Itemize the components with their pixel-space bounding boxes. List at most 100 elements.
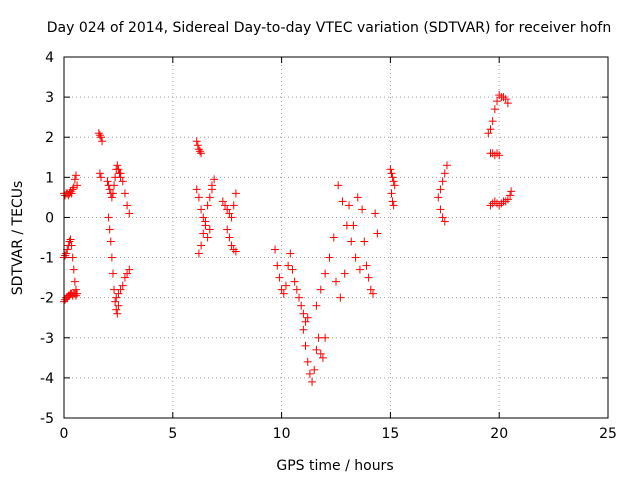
data-point <box>118 177 127 186</box>
data-point <box>197 205 206 214</box>
data-point <box>325 253 334 262</box>
data-point <box>96 173 105 182</box>
data-point <box>63 245 72 254</box>
data-point <box>197 241 206 250</box>
y-tick-label: -2 <box>40 291 54 307</box>
data-point <box>312 345 321 354</box>
data-point <box>438 177 447 186</box>
data-point <box>495 201 504 210</box>
data-point <box>199 213 208 222</box>
data-point <box>387 169 396 178</box>
data-point <box>107 253 116 262</box>
data-point <box>297 301 306 310</box>
data-point <box>69 183 78 192</box>
data-point <box>66 235 75 244</box>
data-point <box>94 129 103 138</box>
data-point <box>65 237 74 246</box>
data-point <box>229 245 238 254</box>
data-point <box>353 193 362 202</box>
data-point <box>114 165 123 174</box>
data-point <box>373 229 382 238</box>
data-point <box>113 161 122 170</box>
x-tick-label: 15 <box>381 426 399 442</box>
data-point <box>321 333 330 342</box>
data-point <box>303 313 312 322</box>
data-point <box>68 185 77 194</box>
data-point <box>64 191 73 200</box>
data-point <box>221 201 230 210</box>
data-point <box>69 265 78 274</box>
data-point <box>104 213 113 222</box>
data-point <box>388 173 397 182</box>
data-points <box>60 91 516 386</box>
data-point <box>95 131 104 140</box>
data-point <box>442 161 451 170</box>
data-point <box>316 349 325 358</box>
data-point <box>271 245 280 254</box>
data-point <box>501 95 510 104</box>
x-tick-label: 25 <box>599 426 617 442</box>
data-point <box>120 273 129 282</box>
data-point <box>318 353 327 362</box>
data-point <box>105 225 114 234</box>
y-tick-label: -3 <box>40 331 54 347</box>
data-point <box>440 169 449 178</box>
data-point <box>123 201 132 210</box>
data-point <box>231 247 240 256</box>
data-point <box>308 377 317 386</box>
data-point <box>312 301 321 310</box>
data-point <box>436 205 445 214</box>
data-point <box>486 125 495 134</box>
data-point <box>118 281 127 290</box>
data-point <box>106 237 115 246</box>
data-point <box>347 237 356 246</box>
data-point <box>506 191 515 200</box>
data-point <box>112 305 121 314</box>
data-point <box>201 217 210 226</box>
data-point <box>105 185 114 194</box>
data-point <box>205 225 214 234</box>
data-point <box>329 233 338 242</box>
data-point <box>368 289 377 298</box>
data-point <box>108 269 117 278</box>
data-point <box>192 185 201 194</box>
data-point <box>388 197 397 206</box>
data-point <box>299 325 308 334</box>
data-point <box>507 187 516 196</box>
data-point <box>488 117 497 126</box>
data-point <box>299 309 308 318</box>
data-point <box>305 369 314 378</box>
data-point <box>123 269 132 278</box>
data-point <box>194 193 203 202</box>
data-point <box>493 97 502 106</box>
data-point <box>225 209 234 218</box>
data-point <box>301 341 310 350</box>
data-point <box>98 137 107 146</box>
data-point <box>295 293 304 302</box>
data-point <box>111 297 120 306</box>
y-tick-label: -1 <box>40 251 54 267</box>
data-point <box>371 209 380 218</box>
data-point <box>389 177 398 186</box>
data-point <box>495 91 504 100</box>
data-point <box>114 289 123 298</box>
data-point <box>125 209 134 218</box>
data-point <box>108 189 117 198</box>
data-point <box>364 273 373 282</box>
data-point <box>210 175 219 184</box>
y-tick-label: -4 <box>40 371 54 387</box>
data-point <box>386 165 395 174</box>
data-point <box>113 309 122 318</box>
data-point <box>292 285 301 294</box>
data-point <box>275 273 284 282</box>
y-tick-label: -5 <box>40 411 54 427</box>
x-tick-label: 20 <box>490 426 508 442</box>
x-tick-label: 10 <box>273 426 291 442</box>
data-point <box>70 277 79 286</box>
data-point <box>390 181 399 190</box>
data-point <box>345 201 354 210</box>
data-point <box>277 285 286 294</box>
data-point <box>501 197 510 206</box>
data-point <box>340 269 349 278</box>
